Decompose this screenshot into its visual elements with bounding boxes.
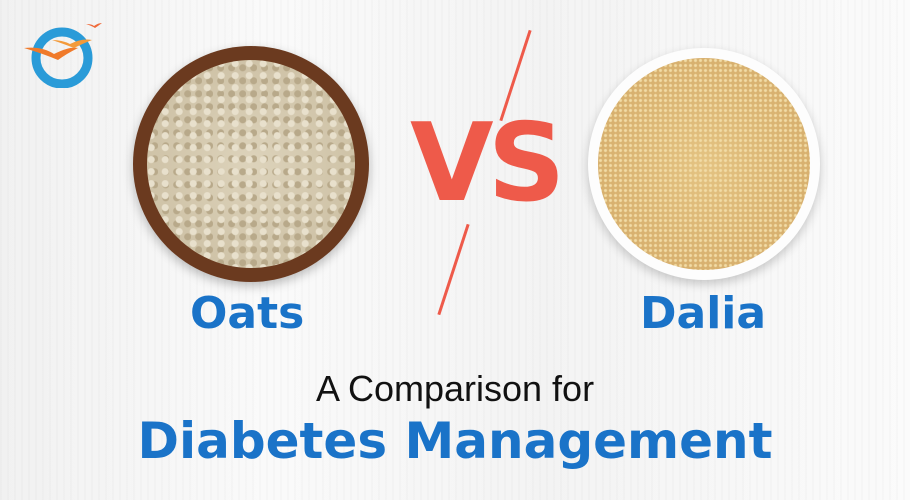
dalia-bowl-image [588,48,820,280]
versus-text: VS [410,101,565,226]
brand-logo-icon [24,23,102,88]
subtitle: A Comparison for [315,368,595,409]
page-title: Diabetes Management [137,412,773,470]
dalia-label: Dalia [640,288,767,339]
oats-bowl-image [133,46,369,282]
oats-label: Oats [190,288,305,339]
